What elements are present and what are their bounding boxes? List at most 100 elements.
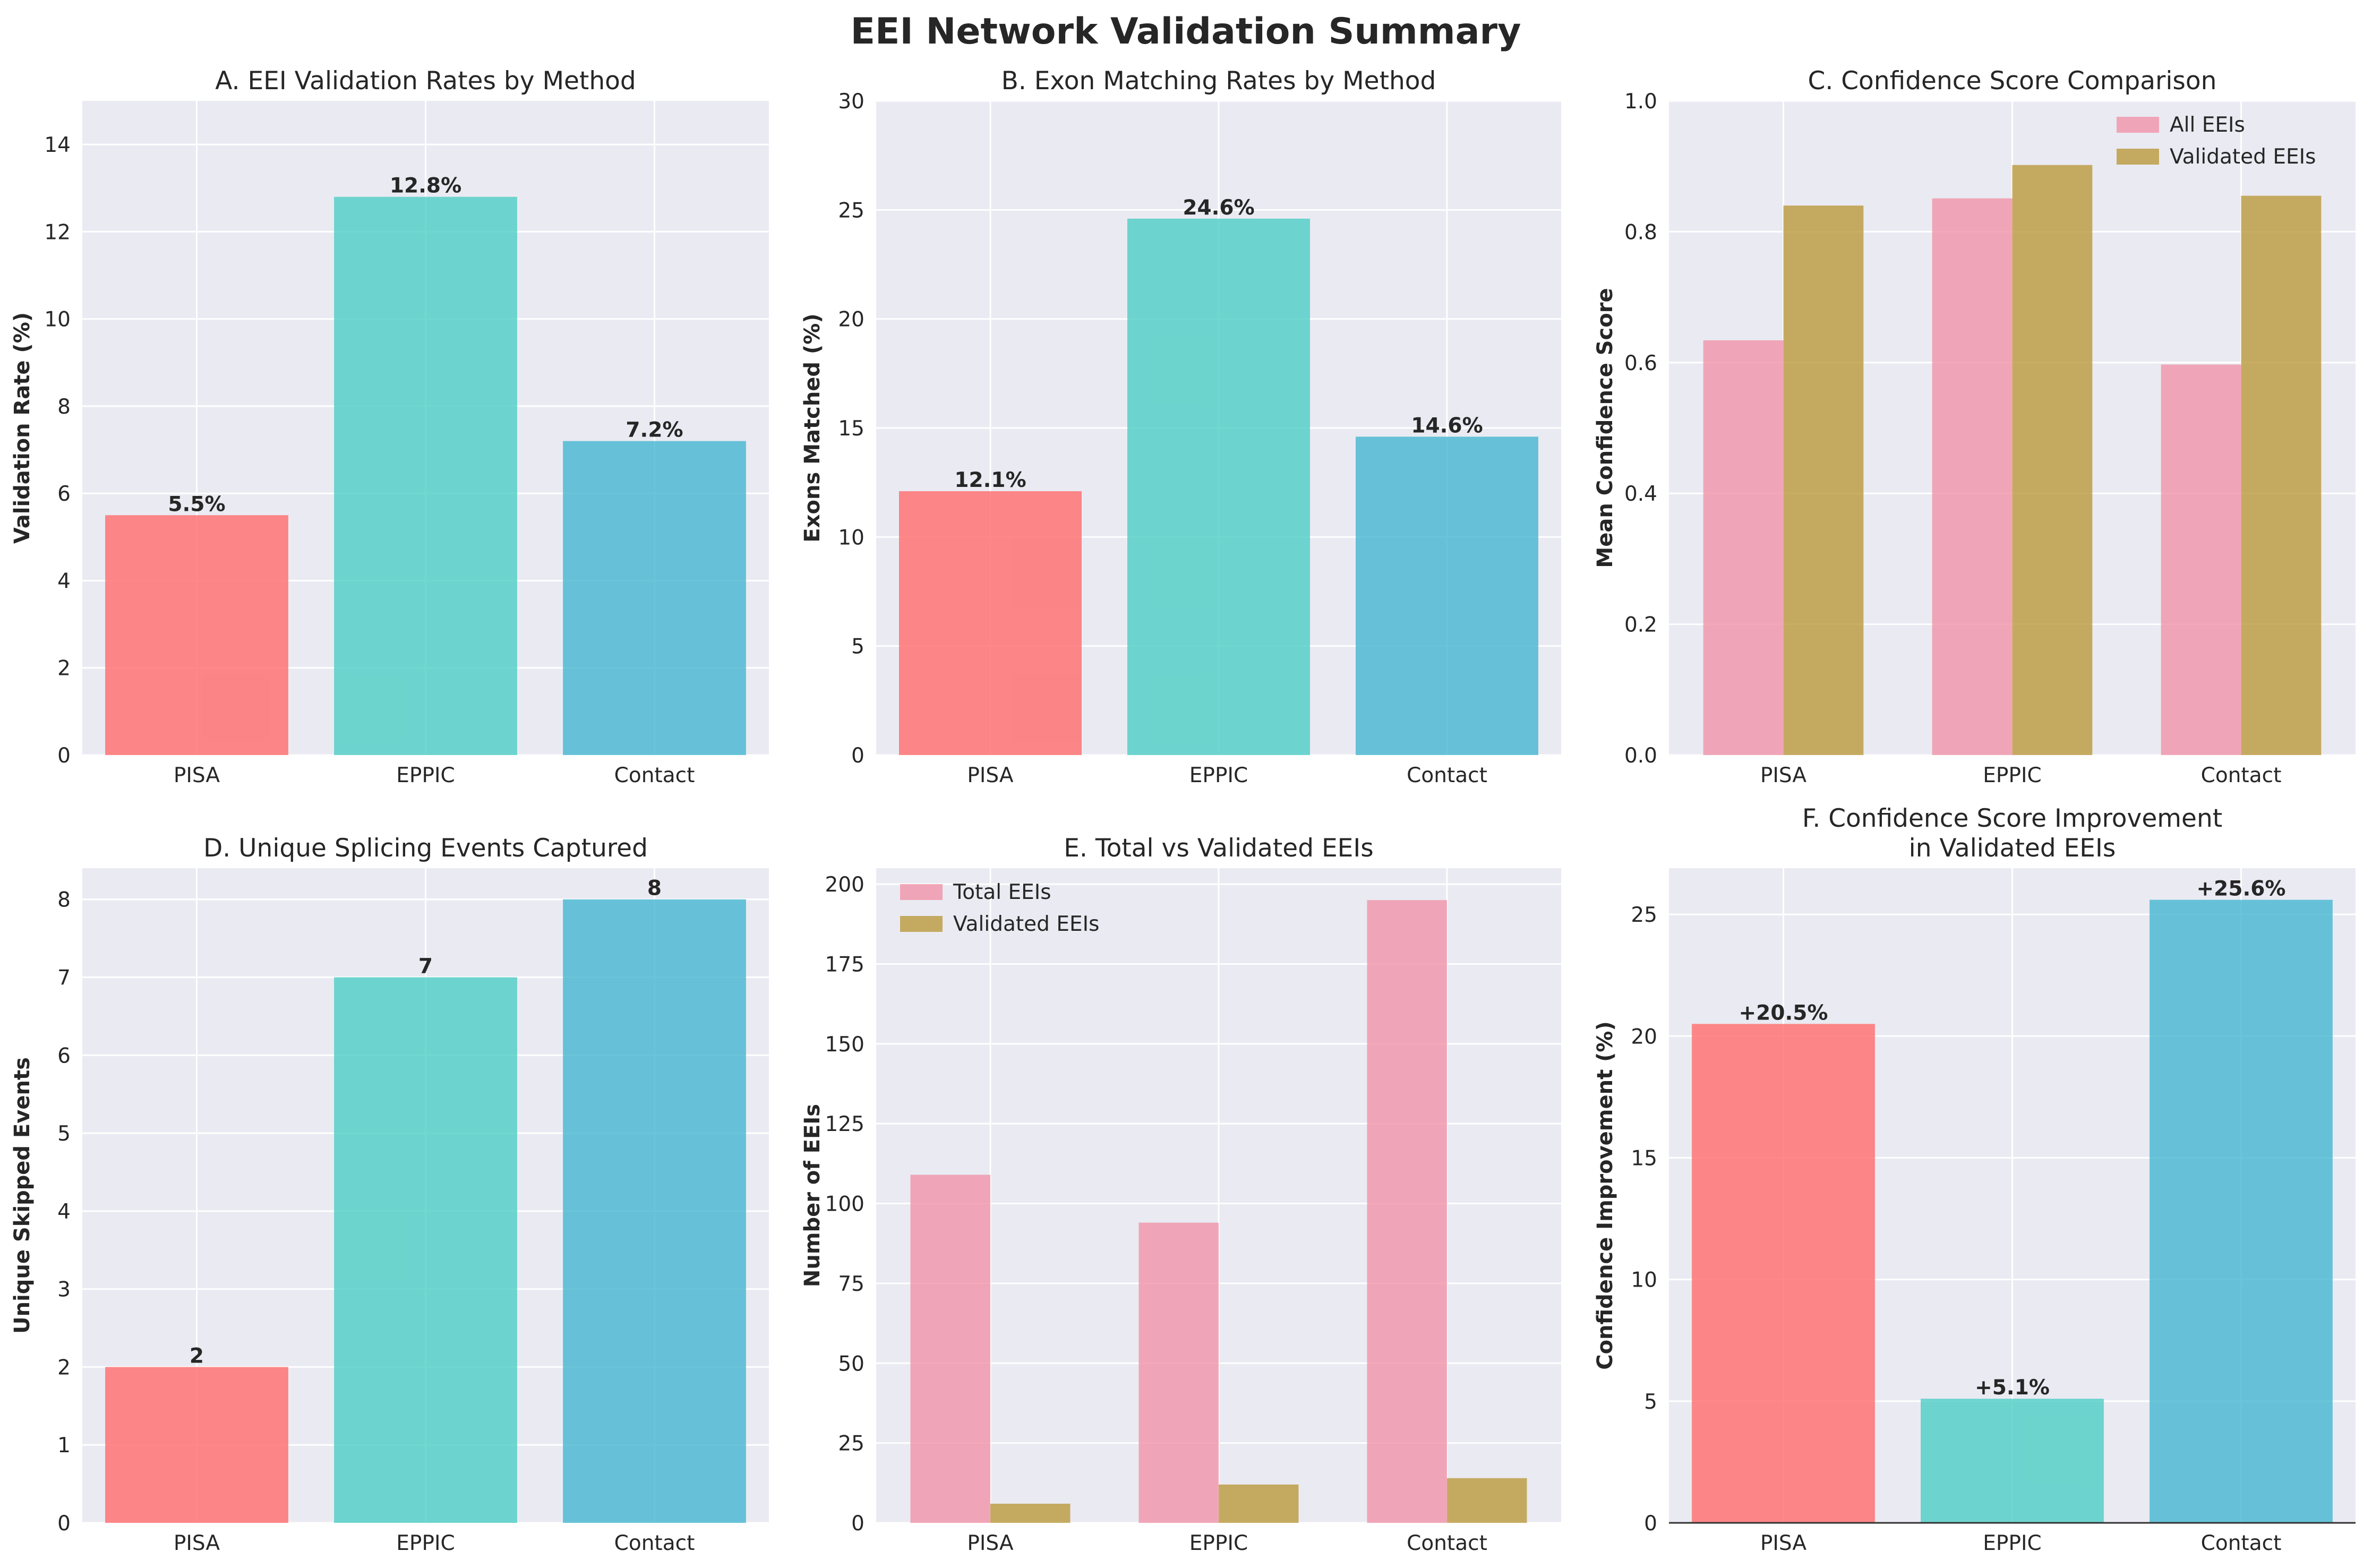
y-tick-label: 15 bbox=[1631, 1146, 1657, 1170]
y-tick-label: 25 bbox=[838, 199, 864, 222]
panel-title: F. Confidence Score Improvement bbox=[1802, 804, 2222, 833]
bar-pisa bbox=[899, 491, 1082, 755]
data-label: 5.5% bbox=[168, 492, 225, 516]
y-tick-label: 0.8 bbox=[1624, 220, 1657, 244]
y-tick-label: 2 bbox=[57, 657, 71, 681]
y-tick-label: 2 bbox=[57, 1356, 71, 1380]
x-tick-label: PISA bbox=[1760, 1531, 1806, 1555]
y-tick-label: 0 bbox=[851, 744, 864, 768]
x-tick-label: PISA bbox=[967, 764, 1013, 787]
x-tick-label: EPPIC bbox=[1189, 1531, 1248, 1555]
y-tick-label: 0 bbox=[851, 1512, 864, 1536]
y-tick-label: 25 bbox=[838, 1432, 864, 1456]
y-axis-label: Number of EEIs bbox=[800, 1104, 825, 1287]
y-tick-label: 0.2 bbox=[1624, 613, 1657, 637]
bar-eppic-all-eeis bbox=[1932, 198, 2013, 755]
y-tick-label: 0.6 bbox=[1624, 352, 1657, 375]
bar-contact-total-eeis bbox=[1367, 900, 1447, 1523]
y-tick-label: 0.4 bbox=[1624, 482, 1657, 506]
x-tick-label: EPPIC bbox=[1983, 764, 2041, 787]
y-tick-label: 30 bbox=[838, 90, 864, 114]
y-axis-label: Unique Skipped Events bbox=[10, 1057, 35, 1334]
bar-eppic-validated-eeis bbox=[2012, 165, 2093, 756]
bar-pisa-validated-eeis bbox=[1783, 205, 1864, 755]
y-tick-label: 0 bbox=[57, 1512, 71, 1536]
bar-pisa bbox=[105, 1367, 288, 1523]
x-tick-label: Contact bbox=[2201, 764, 2282, 787]
x-tick-label: EPPIC bbox=[1189, 764, 1248, 787]
y-tick-label: 1 bbox=[57, 1434, 71, 1458]
y-tick-label: 50 bbox=[838, 1352, 864, 1376]
bar-pisa bbox=[105, 515, 288, 755]
bar-pisa bbox=[1692, 1024, 1875, 1523]
y-tick-label: 100 bbox=[825, 1193, 864, 1216]
bar-contact-validated-eeis bbox=[1447, 1478, 1527, 1523]
x-tick-label: PISA bbox=[1760, 764, 1806, 787]
panel-title: A. EEI Validation Rates by Method bbox=[215, 66, 636, 96]
panel-title: D. Unique Splicing Events Captured bbox=[203, 834, 648, 863]
legend: Total EEIs Validated EEIs bbox=[900, 880, 1099, 936]
panel-a: 0 2 4 6 8 10 12 14 5.5% 12.8% 7.2% PISA EPPIC Contact… bbox=[10, 66, 769, 787]
y-tick-label: 3 bbox=[57, 1278, 71, 1302]
y-axis-label: Exons Matched (%) bbox=[800, 313, 825, 542]
bar-eppic bbox=[334, 196, 517, 755]
y-tick-label: 8 bbox=[57, 888, 71, 912]
bar-eppic bbox=[1127, 218, 1310, 755]
legend-swatch bbox=[900, 884, 943, 900]
data-label: 2 bbox=[190, 1344, 204, 1368]
bar-pisa-total-eeis bbox=[910, 1175, 990, 1523]
panel-title: C. Confidence Score Comparison bbox=[1808, 66, 2217, 96]
x-tick-label: Contact bbox=[614, 1531, 695, 1555]
bar-contact bbox=[2150, 899, 2333, 1523]
y-tick-label: 5 bbox=[1644, 1390, 1657, 1414]
x-tick-label: PISA bbox=[967, 1531, 1013, 1555]
x-tick-label: Contact bbox=[614, 764, 695, 787]
y-tick-label: 0.0 bbox=[1624, 744, 1657, 768]
y-tick-label: 25 bbox=[1631, 903, 1657, 927]
bar-pisa-validated-eeis bbox=[990, 1503, 1071, 1523]
y-tick-label: 0 bbox=[1644, 1512, 1657, 1536]
x-tick-label: EPPIC bbox=[1983, 1531, 2041, 1555]
x-tick-label: PISA bbox=[174, 1531, 220, 1555]
y-tick-label: 200 bbox=[825, 873, 864, 897]
y-tick-label: 14 bbox=[44, 133, 71, 157]
y-tick-label: 5 bbox=[57, 1122, 71, 1146]
x-tick-label: Contact bbox=[1407, 764, 1487, 787]
data-label: 14.6% bbox=[1411, 414, 1483, 438]
panel-title: E. Total vs Validated EEIs bbox=[1064, 834, 1373, 863]
legend-label: Validated EEIs bbox=[953, 912, 1099, 936]
y-tick-label: 10 bbox=[838, 526, 864, 550]
y-tick-label: 175 bbox=[825, 953, 864, 976]
bar-contact-all-eeis bbox=[2161, 364, 2241, 755]
y-tick-label: 75 bbox=[838, 1272, 864, 1296]
bar-eppic bbox=[334, 977, 517, 1523]
x-tick-label: PISA bbox=[174, 764, 220, 787]
y-tick-label: 20 bbox=[1631, 1025, 1657, 1049]
y-tick-label: 150 bbox=[825, 1033, 864, 1057]
x-tick-label: Contact bbox=[2201, 1531, 2282, 1555]
data-label: 8 bbox=[647, 877, 662, 901]
y-tick-label: 20 bbox=[838, 308, 864, 332]
data-label: 12.8% bbox=[390, 174, 461, 198]
y-tick-label: 4 bbox=[57, 1200, 71, 1224]
bar-contact bbox=[563, 899, 746, 1523]
y-tick-label: 8 bbox=[57, 395, 71, 419]
data-label: 7 bbox=[418, 955, 433, 979]
panel-title: B. Exon Matching Rates by Method bbox=[1001, 66, 1436, 96]
data-label: 12.1% bbox=[954, 468, 1026, 492]
x-tick-label: EPPIC bbox=[396, 764, 455, 787]
data-label: 7.2% bbox=[626, 418, 683, 442]
legend-label: Total EEIs bbox=[953, 880, 1051, 904]
panel-title: in Validated EEIs bbox=[1909, 834, 2116, 863]
legend: All EEIs Validated EEIs bbox=[2117, 113, 2316, 169]
bar-eppic-validated-eeis bbox=[1219, 1484, 1299, 1523]
panel-c: 0.0 0.2 0.4 0.6 0.8 1.0 PISA EPPIC Contact C. Con… bbox=[1593, 66, 2356, 787]
y-axis-label: Validation Rate (%) bbox=[10, 312, 35, 544]
y-tick-label: 4 bbox=[57, 569, 71, 593]
legend-swatch bbox=[2117, 149, 2159, 165]
y-axis-label: Confidence Improvement (%) bbox=[1593, 1021, 1617, 1370]
x-tick-label: EPPIC bbox=[396, 1531, 455, 1555]
y-tick-label: 7 bbox=[57, 966, 71, 990]
legend-label: Validated EEIs bbox=[2170, 145, 2316, 169]
